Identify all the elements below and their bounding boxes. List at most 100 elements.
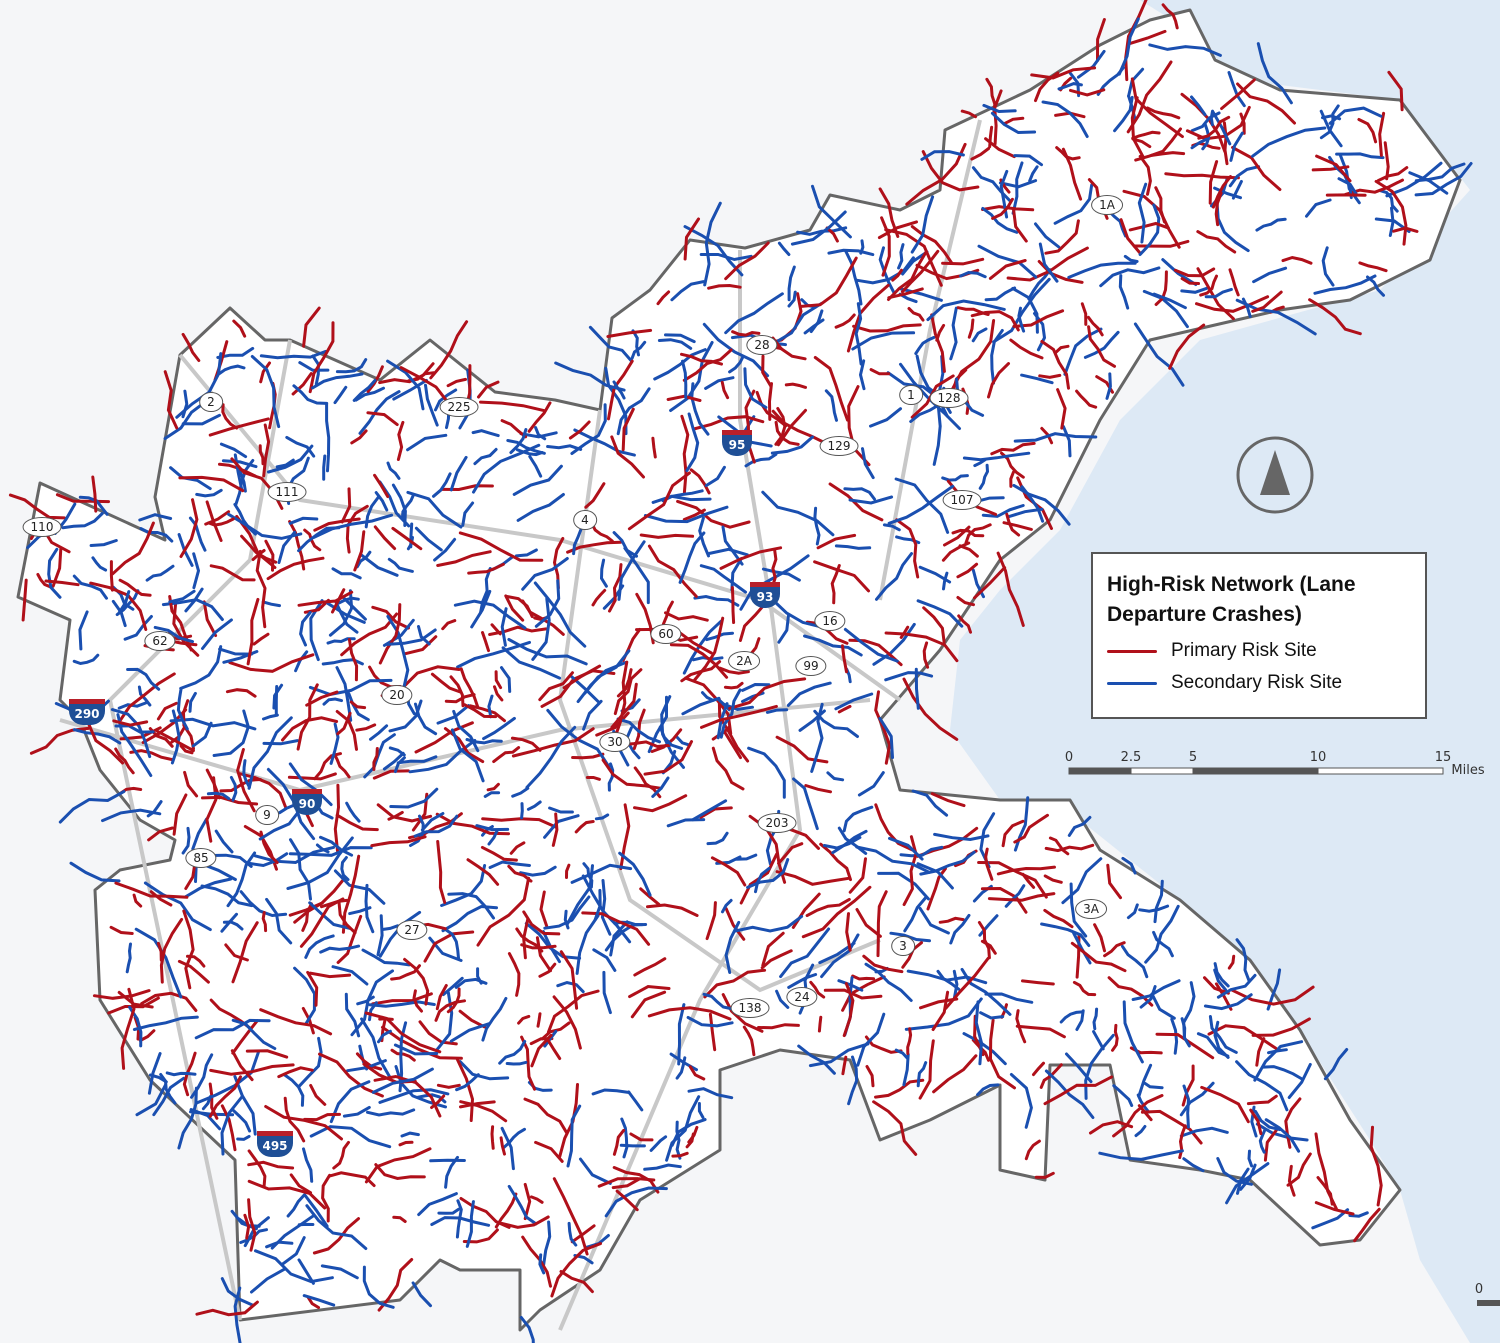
secondary-risk-segment [824,389,838,422]
primary-risk-segment [1080,302,1088,326]
secondary-risk-segment [227,512,303,540]
primary-risk-segment [1284,1097,1302,1149]
primary-risk-segment [399,366,450,405]
primary-risk-segment [671,1151,689,1158]
primary-risk-segment [1054,344,1070,354]
secondary-risk-segment [288,516,319,525]
primary-risk-segment [720,380,730,400]
secondary-risk-segment [212,709,250,757]
primary-risk-segment [960,109,977,119]
secondary-risk-segment [1213,186,1242,200]
secondary-risk-segment [487,694,494,719]
secondary-risk-segment [436,704,470,725]
secondary-risk-segment [1143,1081,1164,1090]
secondary-risk-segment [388,699,423,733]
secondary-risk-segment [192,552,201,590]
secondary-risk-segment [899,845,944,858]
primary-risk-segment [775,735,829,764]
primary-risk-segment [977,921,991,960]
secondary-risk-segment [797,1044,836,1075]
primary-risk-segment [479,400,546,413]
secondary-risk-segment [1136,1093,1151,1114]
secondary-risk-segment [916,1061,928,1088]
secondary-risk-segment [333,869,386,905]
secondary-risk-segment [1251,126,1327,158]
secondary-risk-segment [981,504,1025,518]
secondary-risk-segment [132,1015,199,1031]
secondary-risk-segment [981,206,1019,234]
primary-risk-segment [1308,298,1362,336]
secondary-risk-segment [1134,1125,1147,1138]
primary-risk-segment [435,984,448,1011]
secondary-risk-segment [1065,1052,1093,1084]
secondary-risk-segment [754,867,771,894]
scale-tick: 2.5 [1120,750,1142,765]
secondary-risk-segment [371,1067,434,1094]
primary-risk-segment [507,864,533,883]
primary-risk-segment [805,897,851,918]
secondary-risk-segment [320,1264,359,1280]
primary-risk-segment [245,1049,289,1059]
primary-risk-segment [761,354,773,388]
secondary-risk-segment [285,435,316,458]
secondary-risk-segment [918,907,950,935]
primary-risk-segment [941,257,985,266]
primary-risk-segment [414,721,474,754]
secondary-risk-segment [386,359,425,411]
secondary-risk-segment [573,428,636,457]
secondary-risk-segment [1319,104,1340,140]
secondary-risk-segment [554,361,626,392]
primary-risk-segment [156,701,178,721]
secondary-risk-segment [472,443,541,494]
secondary-risk-segment [747,746,786,799]
secondary-risk-segment [1252,266,1288,284]
primary-risk-segment [246,597,260,666]
secondary-risk-segment [570,863,633,884]
primary-risk-segment [1392,226,1419,233]
primary-risk-segment [552,1177,589,1256]
secondary-risk-segment [340,856,350,882]
primary-risk-segment [568,420,591,440]
primary-risk-segment [441,619,457,631]
secondary-risk-segment [191,721,213,748]
secondary-risk-segment [303,1193,329,1228]
secondary-risk-segment [482,716,516,741]
secondary-risk-segment [643,505,729,524]
secondary-risk-segment [971,327,988,343]
primary-risk-segment [809,980,826,999]
secondary-risk-segment [543,895,591,930]
primary-risk-segment [841,644,848,674]
secondary-risk-segment [733,914,804,933]
secondary-risk-segment [501,646,562,680]
primary-risk-segment [1124,0,1148,82]
primary-risk-segment [444,693,476,704]
secondary-risk-segment [1305,198,1332,218]
secondary-risk-segment [447,892,495,920]
secondary-risk-segment [941,474,969,482]
secondary-risk-segment [1121,856,1137,875]
primary-risk-segment [418,1020,458,1046]
secondary-risk-segment [1040,922,1091,947]
secondary-risk-segment [858,359,866,391]
secondary-risk-segment [533,581,587,648]
primary-risk-segment [880,216,891,277]
primary-risk-segment [1374,179,1408,246]
primary-risk-segment [1043,908,1074,929]
secondary-risk-segment [461,501,475,527]
primary-risk-segment [1376,166,1409,183]
primary-risk-segment [377,1258,414,1312]
secondary-risk-segment [899,362,961,430]
primary-risk-segment [834,313,856,329]
secondary-risk-segment [1092,1030,1105,1051]
primary-risk-segment [957,614,972,634]
primary-risk-segment [120,987,136,1070]
primary-risk-segment [539,890,549,928]
secondary-risk-segment [978,914,999,937]
primary-risk-segment [680,352,723,366]
secondary-risk-segment [588,325,633,362]
secondary-risk-segment [1028,165,1039,183]
secondary-risk-segment [254,1249,334,1284]
primary-risk-segment [566,540,623,554]
primary-risk-segment [390,1048,416,1062]
